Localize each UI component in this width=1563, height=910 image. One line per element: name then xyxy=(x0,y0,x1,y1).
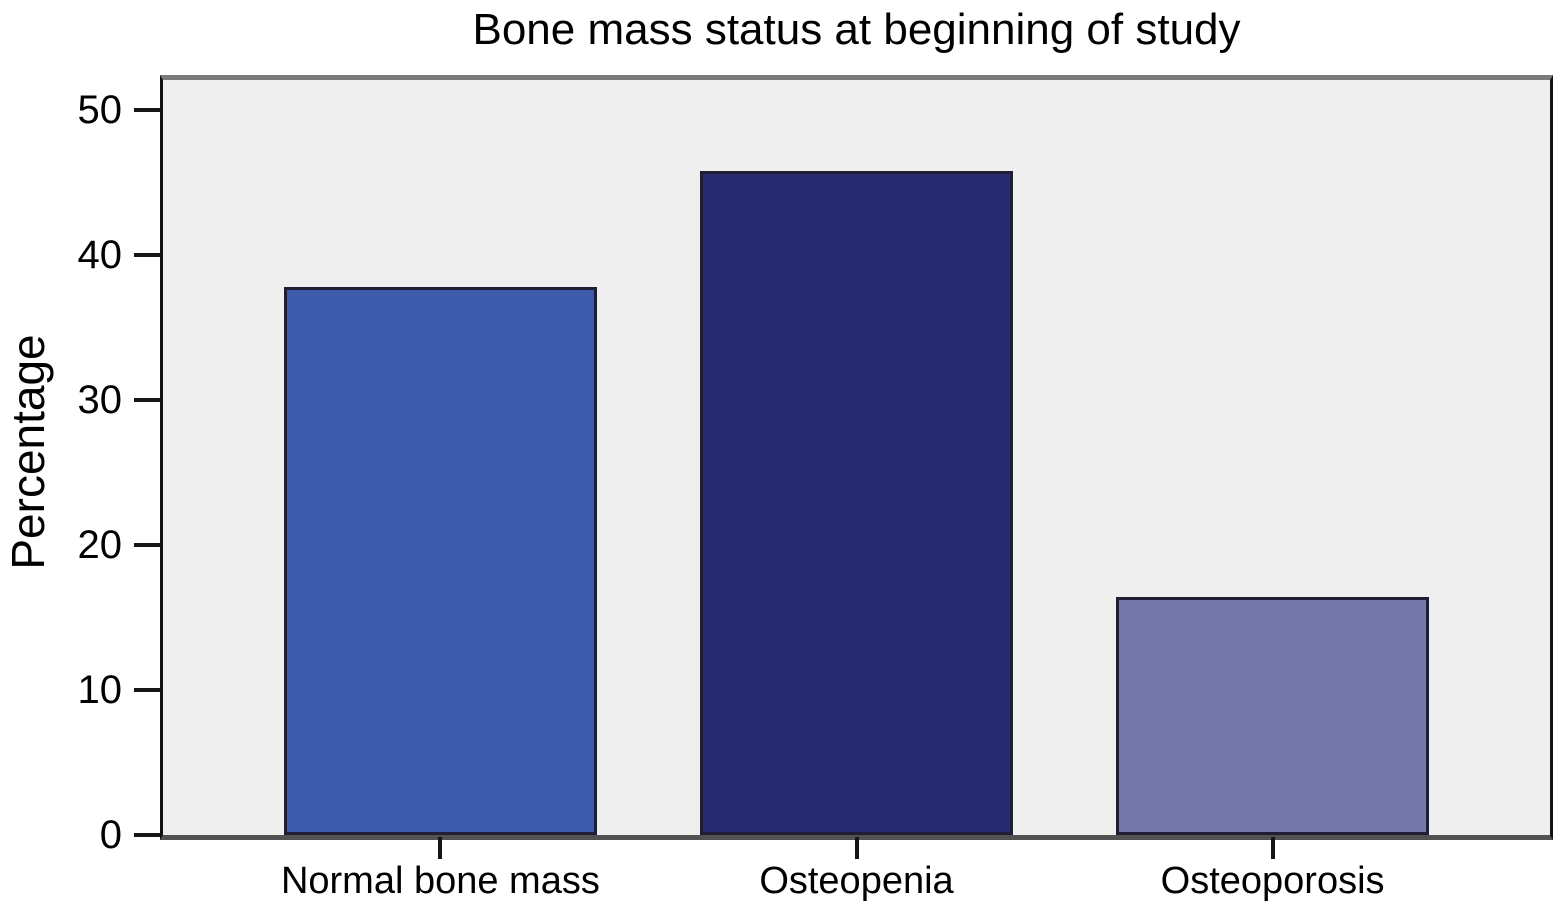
y-tick-mark-20 xyxy=(134,543,161,547)
y-tick-mark-40 xyxy=(134,253,161,257)
x-category-label-normal-bone-mass: Normal bone mass xyxy=(280,860,600,902)
y-tick-mark-10 xyxy=(134,688,161,692)
y-tick-mark-50 xyxy=(134,108,161,112)
y-tick-label-50: 50 xyxy=(77,88,123,132)
x-tick-mark-osteoporosis xyxy=(1270,837,1275,859)
x-tick-mark-normal-bone-mass xyxy=(438,837,443,859)
y-axis: 0 10 20 30 40 50 xyxy=(0,75,161,857)
y-tick-label-40: 40 xyxy=(77,233,123,277)
y-tick-label-30: 30 xyxy=(77,378,123,422)
x-tick-mark-osteopenia xyxy=(854,837,859,859)
y-tick-mark-30 xyxy=(134,398,161,402)
x-axis: Normal bone mass Osteopenia Osteoporosis xyxy=(160,837,1553,910)
bar-osteopenia xyxy=(700,171,1013,835)
x-category-label-osteopenia: Osteopenia xyxy=(759,860,954,902)
bar-normal-bone-mass xyxy=(283,287,597,835)
plot-area xyxy=(160,75,1553,840)
bar-osteoporosis xyxy=(1116,597,1430,835)
y-tick-mark-0 xyxy=(134,833,161,837)
x-category-label-osteoporosis: Osteoporosis xyxy=(1160,860,1385,902)
y-tick-label-10: 10 xyxy=(77,668,123,712)
y-tick-label-20: 20 xyxy=(77,523,123,567)
chart-title: Bone mass status at beginning of study xyxy=(472,5,1241,54)
y-tick-label-0: 0 xyxy=(99,813,122,857)
